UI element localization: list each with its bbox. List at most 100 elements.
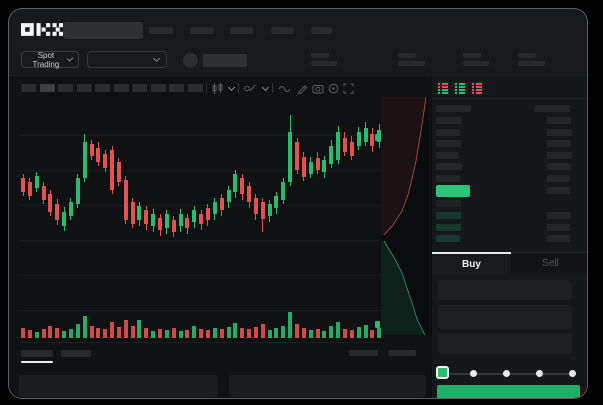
candle-body bbox=[48, 194, 53, 212]
candlestick-chart[interactable] bbox=[19, 102, 382, 343]
ask-amount bbox=[547, 174, 570, 182]
wave-icon[interactable] bbox=[278, 83, 291, 94]
slider-step-dot[interactable] bbox=[470, 370, 477, 377]
divider bbox=[432, 98, 587, 99]
candle-body bbox=[253, 198, 258, 214]
chevron-down-icon[interactable] bbox=[227, 83, 236, 92]
volume-bar bbox=[288, 312, 293, 338]
chart-section bbox=[9, 75, 431, 398]
nav-item-placeholder[interactable] bbox=[149, 27, 173, 34]
nav-item-placeholder[interactable] bbox=[270, 27, 294, 34]
camera-icon[interactable] bbox=[312, 83, 324, 94]
timeframe-button[interactable] bbox=[58, 84, 73, 92]
volume-bar bbox=[212, 328, 217, 338]
expand-icon[interactable] bbox=[343, 83, 354, 94]
tab-buy[interactable]: Buy bbox=[432, 252, 511, 274]
buy-submit-button[interactable] bbox=[437, 385, 580, 398]
chart-bottom-tab[interactable] bbox=[21, 350, 53, 357]
bid-price[interactable] bbox=[436, 235, 460, 243]
candle-body bbox=[110, 150, 115, 190]
nav-item-placeholder[interactable] bbox=[311, 27, 332, 34]
timeframe-button[interactable] bbox=[95, 84, 110, 92]
volume-bar bbox=[274, 328, 279, 338]
volume-bar bbox=[356, 327, 361, 338]
book-both-icon[interactable] bbox=[436, 81, 450, 95]
timeframe-button[interactable] bbox=[150, 84, 166, 92]
indicator-icon[interactable] bbox=[244, 83, 256, 94]
volume-bar bbox=[336, 322, 341, 338]
candle-body bbox=[212, 202, 217, 214]
total-input[interactable] bbox=[438, 333, 572, 354]
volume-bar bbox=[219, 329, 224, 338]
candle-body bbox=[233, 174, 238, 192]
book-bids-icon[interactable] bbox=[453, 81, 467, 95]
volume-bar bbox=[144, 328, 149, 338]
pair-dropdown[interactable] bbox=[87, 51, 167, 68]
volume-bar bbox=[48, 326, 53, 338]
amount-input[interactable] bbox=[438, 305, 572, 329]
slider-step-dot[interactable] bbox=[536, 370, 543, 377]
bid-price[interactable] bbox=[436, 200, 461, 207]
last-price-badge[interactable] bbox=[436, 185, 470, 197]
target-circle-icon[interactable] bbox=[328, 83, 339, 94]
candle-body bbox=[315, 158, 320, 170]
price-input[interactable] bbox=[438, 280, 572, 300]
chevron-down-icon[interactable] bbox=[261, 83, 270, 92]
book-asks-icon[interactable] bbox=[470, 81, 484, 95]
ask-price[interactable] bbox=[436, 128, 460, 136]
timeframe-button[interactable] bbox=[113, 84, 129, 92]
draw-pencil-icon[interactable] bbox=[297, 83, 308, 94]
timeframe-button[interactable] bbox=[132, 84, 147, 92]
ask-price[interactable] bbox=[436, 151, 459, 159]
slider-step-dot[interactable] bbox=[569, 370, 576, 377]
timeframe-button[interactable] bbox=[76, 84, 92, 92]
volume-bar bbox=[178, 331, 183, 338]
active-tab-underline bbox=[21, 361, 53, 363]
candle-style-icon[interactable] bbox=[212, 83, 223, 94]
nav-item-placeholder[interactable] bbox=[230, 27, 253, 34]
bottom-panel[interactable] bbox=[229, 375, 426, 397]
volume-bar bbox=[260, 324, 265, 338]
chart-bottom-tab[interactable] bbox=[61, 350, 91, 357]
candle-body bbox=[260, 202, 265, 219]
ask-price[interactable] bbox=[436, 163, 462, 170]
ask-price[interactable] bbox=[436, 117, 462, 124]
ticker-stat-value bbox=[311, 61, 337, 66]
timeframe-button[interactable] bbox=[187, 84, 203, 92]
chart-bottom-option[interactable] bbox=[349, 350, 378, 356]
depth-chart[interactable] bbox=[381, 97, 429, 335]
chart-bottom-option[interactable] bbox=[388, 350, 416, 356]
volume-bar bbox=[370, 330, 375, 338]
timeframe-button[interactable] bbox=[21, 84, 36, 92]
volume-bar bbox=[164, 330, 169, 338]
gridline bbox=[19, 275, 379, 276]
bid-price[interactable] bbox=[436, 211, 461, 219]
search-input[interactable] bbox=[63, 22, 143, 39]
ask-price[interactable] bbox=[436, 140, 461, 147]
volume-bar bbox=[301, 328, 306, 338]
ticker-stat-value bbox=[463, 61, 489, 66]
slider-handle[interactable] bbox=[436, 366, 449, 379]
bottom-panel[interactable] bbox=[19, 375, 218, 397]
candle-body bbox=[62, 212, 67, 226]
volume-bar bbox=[233, 323, 238, 338]
trading-mode-selector[interactable]: Spot Trading bbox=[21, 51, 79, 69]
chevron-down-icon bbox=[152, 54, 161, 63]
candle-body bbox=[144, 210, 149, 224]
candle-body bbox=[199, 214, 204, 224]
volume-bar bbox=[247, 329, 252, 338]
ticker-stat-label bbox=[463, 53, 481, 58]
tab-sell[interactable]: Sell bbox=[511, 252, 587, 274]
candle-body bbox=[226, 190, 231, 202]
nav-item-placeholder[interactable] bbox=[189, 27, 214, 34]
volume-bar bbox=[295, 324, 299, 338]
slider-step-dot[interactable] bbox=[503, 370, 510, 377]
pair-name-placeholder[interactable] bbox=[203, 54, 247, 67]
timeframe-button[interactable] bbox=[169, 84, 184, 92]
bid-price[interactable] bbox=[436, 223, 461, 231]
candle-body bbox=[68, 202, 73, 216]
timeframe-button[interactable] bbox=[39, 84, 55, 92]
token-icon bbox=[183, 53, 198, 68]
ask-price[interactable] bbox=[436, 174, 460, 182]
candle-body bbox=[103, 154, 108, 168]
